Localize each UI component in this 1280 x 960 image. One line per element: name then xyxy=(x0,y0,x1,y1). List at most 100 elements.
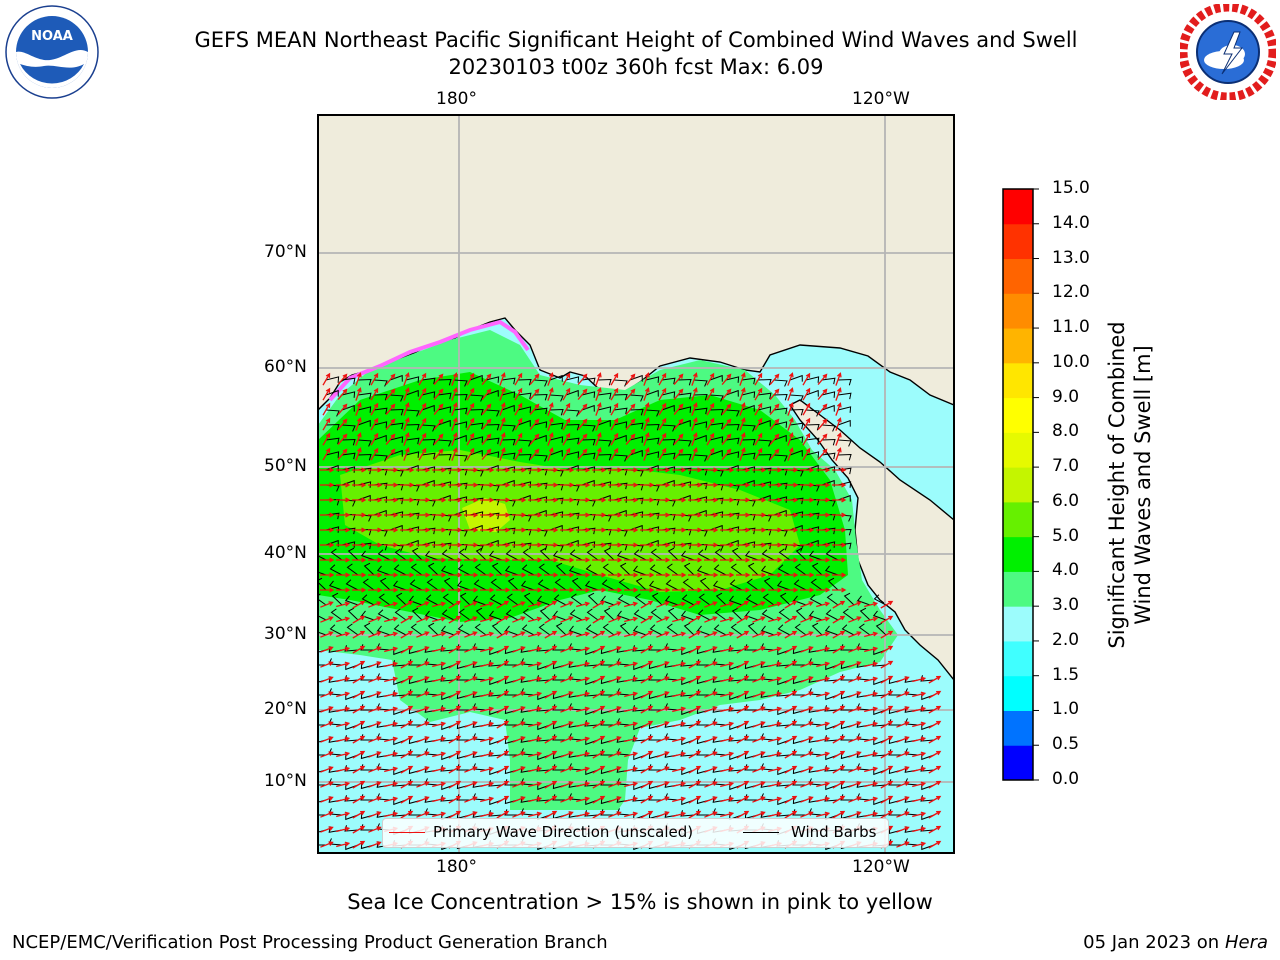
wind-barb xyxy=(325,376,340,383)
wave-direction-arrow xyxy=(416,736,430,743)
wave-direction-arrow xyxy=(352,705,366,714)
wave-direction-arrow xyxy=(610,432,619,446)
wave-direction-arrow xyxy=(352,482,367,488)
wave-direction-arrow xyxy=(817,433,828,446)
wave-direction-arrow xyxy=(322,372,331,386)
wave-direction-arrow xyxy=(640,705,654,714)
wind-barb xyxy=(469,374,483,382)
wave-direction-arrow xyxy=(544,720,558,729)
wave-direction-arrow xyxy=(787,417,794,431)
wave-direction-arrow xyxy=(514,387,523,401)
wave-direction-arrow xyxy=(640,557,655,563)
wave-direction-arrow xyxy=(800,557,815,563)
wave-direction-arrow xyxy=(560,572,575,578)
wave-direction-arrow xyxy=(448,482,463,488)
wind-barb xyxy=(325,409,340,417)
wave-direction-arrow xyxy=(355,432,362,446)
wave-direction-arrow xyxy=(736,765,750,774)
wave-direction-arrow xyxy=(864,691,879,698)
wind-barb xyxy=(393,564,407,576)
colorbar-tick-label: 14.0 xyxy=(1052,212,1090,233)
wave-direction-arrow xyxy=(432,616,447,623)
wind-barb xyxy=(424,550,439,561)
wave-direction-arrow xyxy=(416,706,430,713)
wind-barb xyxy=(761,549,775,561)
wave-direction-arrow xyxy=(832,660,846,669)
wave-direction-arrow xyxy=(625,433,636,446)
wave-direction-arrow xyxy=(432,557,447,563)
wind-barb xyxy=(552,550,567,561)
wave-direction-arrow xyxy=(433,403,444,416)
wave-direction-arrow xyxy=(752,706,766,713)
wave-direction-arrow xyxy=(496,720,510,729)
wind-barb xyxy=(629,436,644,443)
colorbar xyxy=(1003,189,1033,781)
wave-direction-arrow xyxy=(800,766,814,773)
wind-barb xyxy=(501,438,516,446)
wave-direction-arrow xyxy=(370,402,379,416)
wave-direction-arrow xyxy=(704,751,718,758)
wave-direction-arrow xyxy=(384,601,399,608)
wave-direction-arrow xyxy=(720,572,735,578)
wave-direction-arrow xyxy=(352,720,366,729)
wave-direction-arrow xyxy=(704,781,718,788)
wind-barb xyxy=(393,624,407,636)
wave-direction-arrow xyxy=(512,811,526,818)
wave-direction-arrow xyxy=(688,527,703,533)
wave-direction-arrow xyxy=(480,587,495,593)
wave-direction-arrow xyxy=(576,721,591,728)
wind-barb xyxy=(521,564,535,576)
wave-direction-arrow xyxy=(320,497,335,503)
wave-direction-arrow xyxy=(768,601,783,608)
footer-host: Hera xyxy=(1224,932,1268,953)
wind-barb xyxy=(825,549,839,561)
wave-direction-arrow xyxy=(768,512,783,518)
wave-direction-arrow xyxy=(688,795,702,804)
wave-direction-arrow xyxy=(416,796,430,803)
wind-barb xyxy=(824,625,839,636)
wave-direction-arrow xyxy=(800,691,814,698)
wave-direction-arrow xyxy=(880,750,894,759)
wave-direction-arrow xyxy=(576,811,591,818)
wind-barb xyxy=(421,438,436,446)
wave-direction-arrow xyxy=(368,706,382,713)
wave-direction-arrow xyxy=(848,796,862,803)
wave-direction-arrow xyxy=(832,600,846,609)
wave-direction-arrow xyxy=(704,601,718,608)
wave-direction-arrow xyxy=(752,766,766,773)
wave-direction-arrow xyxy=(512,497,527,503)
wind-barb xyxy=(440,565,455,576)
wave-direction-arrow xyxy=(336,646,351,653)
wave-direction-arrow xyxy=(832,542,847,548)
wave-direction-arrow xyxy=(352,765,366,774)
wind-barb xyxy=(318,577,327,591)
wind-barb xyxy=(597,378,612,386)
wave-direction-arrow xyxy=(400,690,414,699)
wave-direction-arrow xyxy=(320,796,334,803)
wind-barb xyxy=(409,579,423,591)
wind-barb xyxy=(725,376,740,383)
wave-direction-arrow xyxy=(835,372,842,386)
wave-direction-arrow xyxy=(384,482,399,488)
wave-direction-arrow xyxy=(752,751,766,758)
wave-direction-arrow xyxy=(416,467,431,473)
wave-direction-arrow xyxy=(816,512,831,518)
wave-direction-arrow xyxy=(322,417,331,431)
wave-direction-arrow xyxy=(448,735,462,744)
wave-direction-arrow xyxy=(481,388,492,401)
wave-direction-arrow xyxy=(736,795,750,804)
wind-barb xyxy=(373,434,387,442)
wave-direction-arrow xyxy=(336,661,351,668)
wave-direction-arrow xyxy=(576,587,591,593)
wave-direction-arrow xyxy=(528,557,543,563)
wave-direction-arrow xyxy=(656,482,671,488)
wave-direction-arrow xyxy=(480,736,495,743)
wind-barb xyxy=(537,579,551,591)
wave-direction-arrow xyxy=(688,467,703,473)
wave-direction-arrow xyxy=(704,557,719,563)
wind-barb xyxy=(405,409,420,417)
colorbar-tick-label: 6.0 xyxy=(1052,490,1080,511)
wind-barb xyxy=(485,451,500,458)
wave-direction-arrow xyxy=(496,780,510,789)
wave-direction-arrow xyxy=(355,372,362,386)
